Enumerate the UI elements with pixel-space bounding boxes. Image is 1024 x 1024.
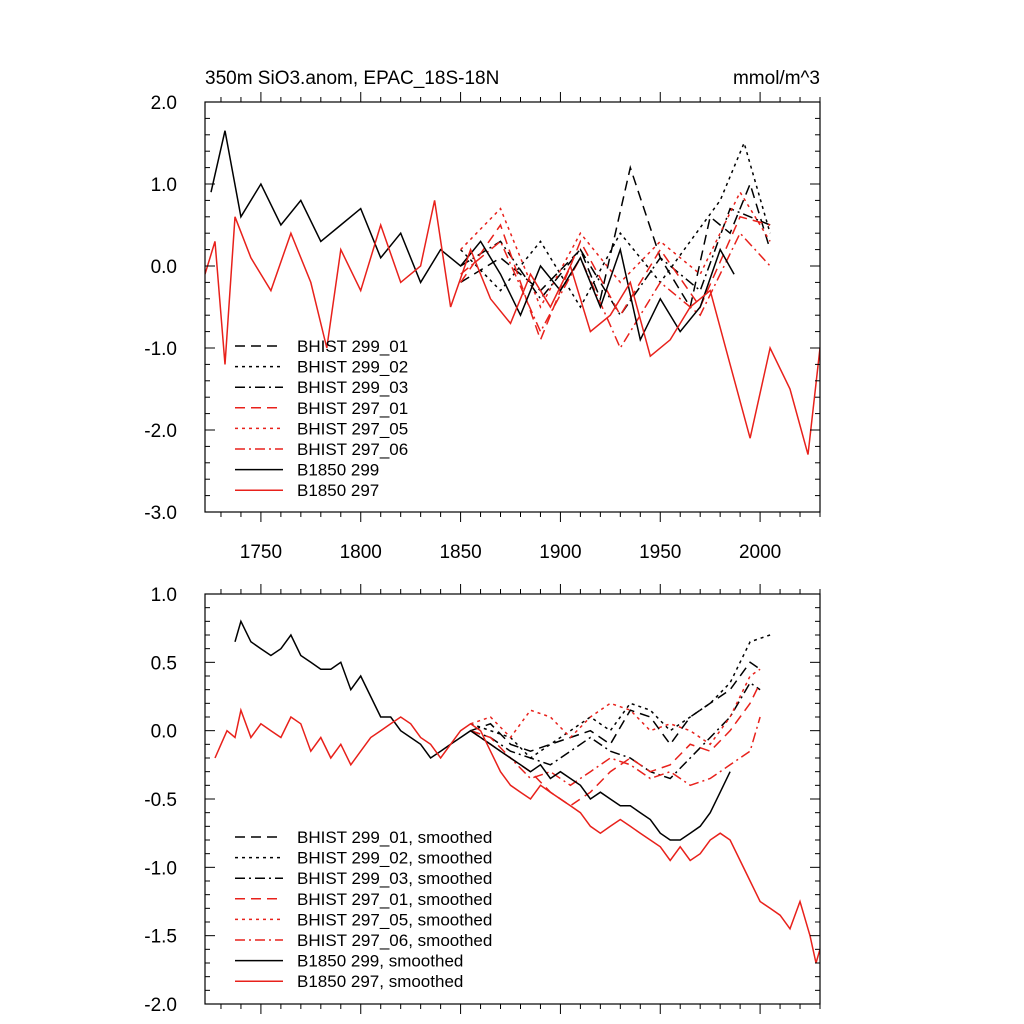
series-line-bottom-0: [470, 661, 761, 752]
series-line-bottom-3: [470, 682, 761, 807]
y-tick-label: -1.0: [144, 339, 177, 360]
chart-title: 350m SiO3.anom, EPAC_18S-18N: [205, 68, 499, 89]
legend-label: BHIST 297_01: [297, 399, 408, 418]
y-tick-label: -1.5: [144, 927, 177, 948]
series-line-top-6: [210, 130, 735, 343]
y-tick-label: 1.0: [151, 175, 177, 196]
series-line-bottom-2: [470, 681, 761, 780]
legend-label: BHIST 297_06, smoothed: [297, 931, 492, 950]
legend: BHIST 299_01, smoothed BHIST 299_02, smoo…: [235, 828, 492, 991]
top-panel: 350m SiO3.anom, EPAC_18S-18N mmol/m^3 2.…: [144, 68, 821, 563]
series-line-top-1: [460, 140, 771, 309]
y-tick-label: 0.0: [151, 722, 177, 743]
series-line-bottom-4: [470, 668, 761, 746]
bottom-panel: 1.0 0.5 0.0 -0.5 -1.0 -1.5 -2.0 BHIST 299_01, s…: [144, 584, 821, 1016]
series-line-bottom-7: [214, 707, 820, 964]
legend-label: BHIST 297_05: [297, 419, 408, 438]
legend-label: BHIST 297_06: [297, 440, 408, 459]
series-line-top-0: [460, 164, 771, 309]
y-tick-label: 2.0: [151, 93, 177, 114]
y-tick-label: -2.0: [144, 421, 177, 442]
series-line-top-4: [460, 190, 771, 309]
legend-label: BHIST 299_03: [297, 378, 408, 397]
legend-label: BHIST 299_01: [297, 337, 408, 356]
legend-label: B1850 297, smoothed: [297, 972, 463, 991]
x-tick-label: 1750: [240, 542, 282, 563]
y-tick-label: 0.0: [151, 257, 177, 278]
legend-label: BHIST 299_03, smoothed: [297, 869, 492, 888]
series-group: [214, 619, 820, 964]
legend-label: B1850 297: [297, 481, 379, 500]
y-tick-label: -2.0: [144, 995, 177, 1016]
legend-label: BHIST 299_02, smoothed: [297, 849, 492, 868]
x-tick-label: 1800: [340, 542, 382, 563]
legend-label: BHIST 299_02: [297, 358, 408, 377]
series-line-bottom-6: [234, 619, 731, 841]
series-line-top-7: [205, 200, 820, 455]
y-tick-label: -3.0: [144, 503, 177, 524]
x-tick-label: 1900: [539, 542, 581, 563]
x-tick-label: 1850: [439, 542, 481, 563]
series-line-bottom-1: [470, 634, 771, 759]
units-label: mmol/m^3: [733, 68, 820, 89]
y-tick-label: -1.0: [144, 858, 177, 879]
series-group: [205, 130, 820, 455]
x-tick-label: 1950: [639, 542, 681, 563]
y-tick-label: 0.5: [151, 653, 177, 674]
legend-label: BHIST 299_01, smoothed: [297, 828, 492, 847]
series-line-top-5: [460, 231, 771, 350]
legend-label: BHIST 297_01, smoothed: [297, 890, 492, 909]
plot-frame: [204, 101, 821, 513]
legend-label: BHIST 297_05, smoothed: [297, 910, 492, 929]
legend-label: B1850 299: [297, 461, 379, 480]
y-tick-label: -0.5: [144, 790, 177, 811]
legend-label: B1850 299, smoothed: [297, 952, 463, 971]
y-tick-label: 1.0: [151, 585, 177, 606]
series-line-top-3: [459, 215, 771, 342]
x-tick-label: 2000: [739, 542, 781, 563]
series-line-bottom-5: [470, 716, 761, 787]
